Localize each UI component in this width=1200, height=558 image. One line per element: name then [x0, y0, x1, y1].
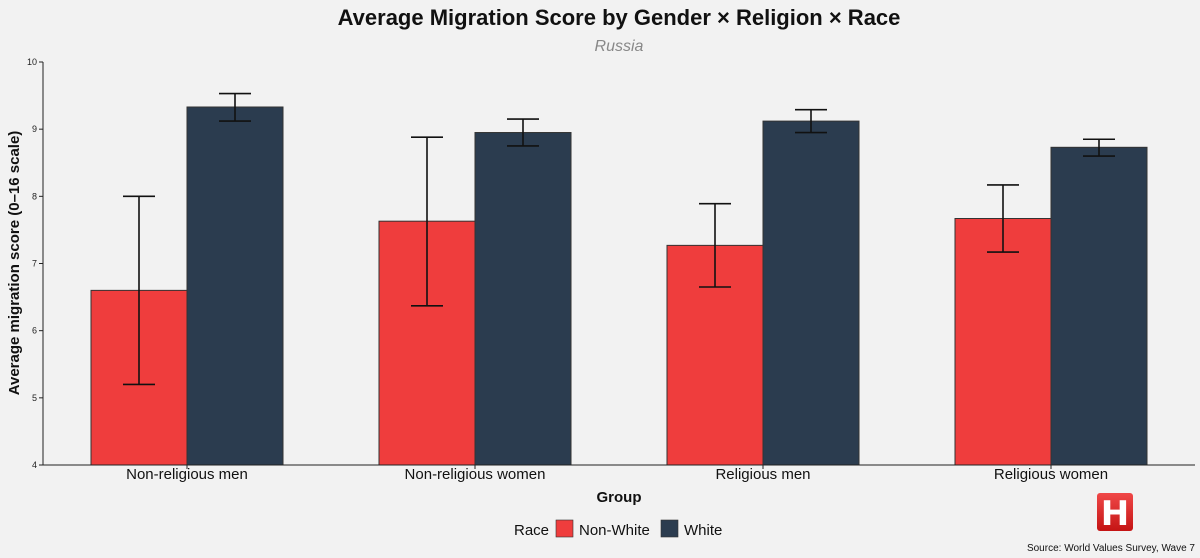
x-axis-labels: Non-religious men Non-religious women Reli…	[126, 465, 1108, 483]
source-note: Source: World Values Survey, Wave 7	[1027, 543, 1195, 554]
legend: Race Non-White White	[514, 519, 722, 539]
y-tick-label: 6	[32, 326, 37, 336]
legend-label-non-white: Non-White	[579, 522, 650, 539]
y-tick-label: 9	[32, 124, 37, 134]
x-tick-label-religious-women: Religious women	[994, 466, 1108, 483]
x-axis-title: Group	[597, 489, 642, 506]
bar-religious-women-white	[1050, 146, 1148, 466]
bar-religious-men-white	[762, 120, 860, 466]
y-tick-label: 5	[32, 393, 37, 403]
plot-area	[90, 106, 1148, 466]
y-tick-label: 7	[32, 259, 37, 269]
y-tick-label: 8	[32, 191, 37, 201]
logo-badge	[1097, 493, 1133, 531]
x-tick-label-non-religious-men: Non-religious men	[126, 466, 248, 483]
y-axis-ticks: 4 5 6 7 8 9 10	[27, 57, 43, 470]
logo: H	[1097, 493, 1133, 534]
chart-title: Average Migration Score by Gender × Reli…	[338, 5, 901, 30]
y-axis-title: Average migration score (0–16 scale)	[6, 131, 23, 396]
legend-swatch-non-white	[555, 519, 574, 538]
chart-subtitle: Russia	[595, 38, 644, 55]
legend-title: Race	[514, 522, 549, 539]
y-tick-label: 10	[27, 57, 37, 67]
y-tick-label: 4	[32, 460, 37, 470]
legend-label-white: White	[684, 522, 722, 539]
x-tick-label-non-religious-women: Non-religious women	[405, 466, 546, 483]
logo-letter: H	[1101, 494, 1129, 534]
bar-non-religious-men-white	[186, 106, 284, 466]
x-tick-label-religious-men: Religious men	[715, 466, 810, 483]
bar-non-religious-women-white	[474, 132, 572, 466]
legend-swatch-white	[660, 519, 679, 538]
error-bars	[123, 92, 1115, 386]
bar-religious-women-non-white	[954, 217, 1052, 466]
